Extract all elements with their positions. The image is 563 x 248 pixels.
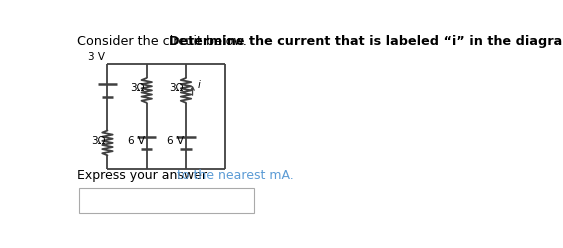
Text: Determine the current that is labeled “i” in the diagram.: Determine the current that is labeled “i…: [168, 35, 563, 49]
Text: 3Ω: 3Ω: [130, 84, 145, 93]
Text: Express your answer: Express your answer: [77, 169, 211, 182]
Text: Consider the circuit below.: Consider the circuit below.: [77, 35, 251, 49]
Text: i: i: [198, 80, 200, 90]
Text: to the nearest mA.: to the nearest mA.: [177, 169, 294, 182]
Text: 6 V: 6 V: [167, 136, 184, 146]
Text: 3Ω: 3Ω: [169, 84, 184, 93]
Text: 3Ω: 3Ω: [91, 136, 105, 146]
Text: 3 V: 3 V: [88, 52, 105, 62]
Text: 6 V: 6 V: [128, 136, 145, 146]
FancyBboxPatch shape: [79, 188, 254, 213]
